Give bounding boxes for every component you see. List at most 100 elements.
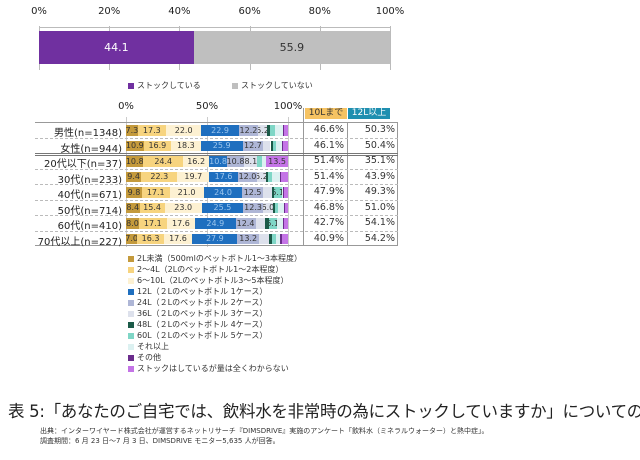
table-cell: 47.9%	[313, 186, 344, 197]
x-tick-label: 60%	[238, 6, 261, 17]
bar-segment: 12.2	[238, 125, 259, 136]
bar-segment: 12.0	[237, 171, 258, 182]
bar-segment	[283, 125, 288, 136]
bar-segment: 17.1	[141, 187, 170, 198]
x-tick-label: 100%	[273, 101, 303, 112]
bar-segment	[276, 140, 283, 151]
bar-segment	[271, 233, 276, 244]
bar-segment: 5.1	[268, 218, 277, 229]
gridline	[126, 117, 127, 247]
bar-segment: 44.1	[39, 31, 194, 64]
bar-segment: 12.3	[243, 202, 264, 213]
table-cell: 46.6%	[313, 124, 344, 135]
legend-label: 2L未満（500mlのペットボトル1～3本程度）	[137, 254, 303, 263]
bar-segment: 21.0	[169, 187, 204, 198]
row-label: 50代(n=714)	[57, 205, 122, 217]
legend-swatch	[128, 266, 134, 273]
x-tick-label: 100%	[375, 6, 405, 17]
table-cell: 46.1%	[313, 139, 344, 151]
x-axis-line	[39, 27, 390, 28]
bar-segment: 24.9	[195, 218, 236, 229]
legend-item: 48L（２Lのペットボトル 4ケース）	[128, 319, 267, 330]
bar-segment	[275, 202, 279, 213]
row-divider	[35, 215, 398, 216]
bar-segment: 24.4	[143, 156, 183, 167]
survey-period-note: 調査期間：6 月 23 日～7 月 3 日、DIMSDRIVE モニター5,63…	[40, 437, 280, 445]
bar-segment	[263, 140, 271, 151]
bar-segment: 12.7	[242, 140, 264, 151]
bar-segment: 8.4	[126, 202, 140, 213]
column-divider	[303, 108, 304, 246]
row-label: 男性(n=1348)	[54, 128, 122, 139]
legend-label: 36L（２Lのペットボトル 3ケース）	[137, 309, 268, 318]
bar-segment: 23.0	[164, 202, 202, 213]
bar-segment: 18.3	[171, 140, 201, 151]
table-cell: 43.9%	[364, 170, 395, 182]
bar-segment: 8.0	[126, 218, 139, 229]
legend-label: 48L（２Lのペットボトル 4ケース）	[137, 320, 268, 329]
table-cell: 51.0%	[364, 201, 395, 213]
legend-label: 60L（２Lのペットボトル 5ケース）	[137, 331, 268, 340]
bar-segment: 25.9	[200, 140, 243, 151]
bar-segment	[283, 140, 288, 151]
table-cell: 50.3%	[364, 124, 395, 135]
bar-segment: 9.4	[126, 171, 142, 182]
bar-segment: 17.6	[166, 218, 196, 229]
figure-title: 表 5:「あなたのご自宅では、飲料水を非常時の為にストックしていますか」について…	[8, 402, 640, 421]
bar-segment	[280, 171, 282, 182]
legend-label: 6～10L（2Lのペットボトル3～5本程度）	[137, 276, 289, 285]
bar-segment	[261, 156, 267, 167]
legend-item: 24L（２Lのペットボトル 2ケース）	[128, 297, 267, 308]
table-header: 10Lまで	[305, 108, 347, 119]
legend-item: 12L（２Lのペットボトル 1ケース）	[128, 286, 267, 297]
bar-segment	[276, 218, 283, 229]
legend-label: 12L（２Lのペットボトル 1ケース）	[137, 287, 268, 296]
row-divider	[35, 153, 398, 156]
bar-segment: 12.5	[242, 187, 263, 198]
overall-stock-chart: 0% 20% 40% 60% 80% 100% 44.1 55.9 ストックしている ストックして…	[0, 0, 640, 90]
bar-segment	[266, 125, 270, 136]
row-divider	[35, 230, 398, 232]
bar-segment	[285, 202, 288, 213]
bar-segment	[281, 171, 288, 182]
bar-segment: 7.3	[126, 125, 138, 136]
bar-segment: 9.8	[126, 187, 142, 198]
x-tick-label: 0%	[31, 6, 47, 17]
x-tick-label: 50%	[195, 101, 219, 112]
bar-segment: 22.9	[201, 125, 239, 136]
bar-segment: 25.5	[201, 202, 244, 213]
legend-swatch	[128, 365, 134, 372]
bar-segment	[269, 233, 272, 244]
bar-segment: 10.8	[209, 156, 227, 167]
row-label: 女性(n=944)	[60, 143, 122, 155]
bar-segment: 17.3	[137, 125, 166, 136]
bar-segment: 27.9	[192, 233, 238, 244]
bar-segment: 5.2	[258, 125, 267, 136]
bar-segment: 12.4	[235, 218, 256, 229]
bar-segment	[272, 140, 277, 151]
bar-segment: 17.1	[138, 218, 167, 229]
legend-item: ストックしている	[128, 80, 201, 91]
legend-swatch	[128, 255, 134, 262]
x-tick-label: 0%	[118, 101, 134, 112]
legend-swatch	[128, 277, 134, 284]
bar-segment: 13.5	[266, 156, 288, 167]
bar-segment	[265, 218, 269, 229]
bar-segment: 19.7	[177, 171, 210, 182]
bar-segment: 16.3	[137, 233, 164, 244]
legend-swatch	[128, 299, 134, 306]
bar-segment: 17.6	[209, 171, 238, 182]
table-cell: 54.2%	[364, 232, 395, 244]
legend-label: ストックしていない	[241, 81, 313, 90]
gridline	[288, 117, 289, 247]
bar-segment	[282, 218, 284, 229]
bar-segment	[284, 202, 286, 213]
legend-label: 24L（２Lのペットボトル 2ケース）	[137, 298, 268, 307]
bar-segment: 5.1	[273, 187, 282, 198]
bar-segment	[258, 233, 270, 244]
legend-item: 2～4L（2Lのペットボトル1～2本程度）	[128, 264, 283, 275]
legend-item: 36L（２Lのペットボトル 3ケース）	[128, 308, 267, 319]
bar-segment	[281, 187, 284, 198]
table-header: 12L以上	[348, 108, 390, 119]
